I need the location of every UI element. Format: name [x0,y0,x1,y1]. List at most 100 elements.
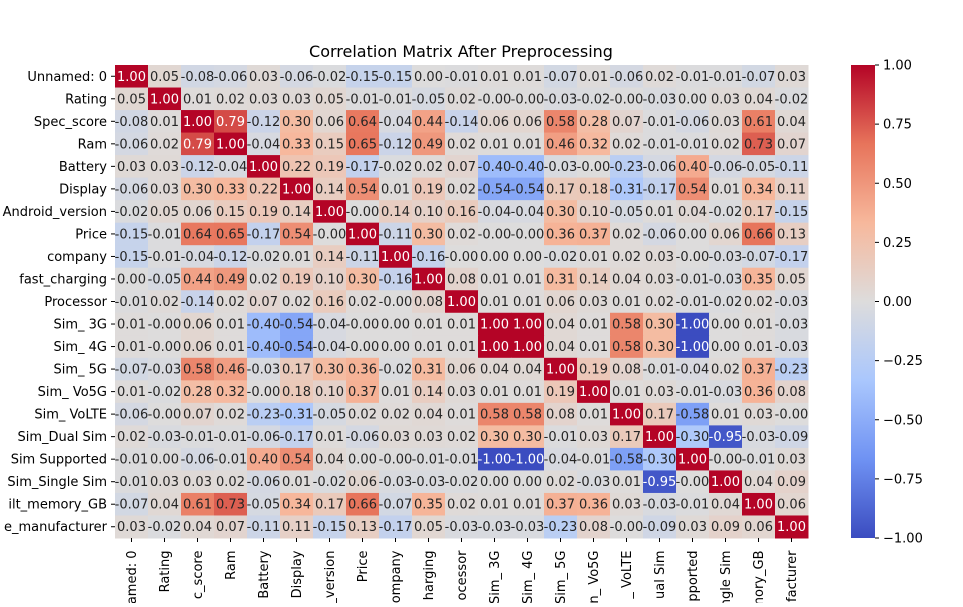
cell-value-label: 0.02 [348,408,377,423]
cell-value-label: 1.00 [414,272,443,287]
heatmap-cell [643,177,677,201]
heatmap-cell [643,492,677,516]
cell-value-label: 0.19 [249,205,278,220]
heatmap-cell [115,402,149,426]
heatmap-cell [379,312,413,336]
cell-value-label: 0.09 [711,520,740,535]
heatmap-cell [676,267,710,291]
cell-value-label: 0.58 [612,318,641,333]
cell-value-label: 0.06 [183,340,212,355]
heatmap-cell [643,110,677,134]
heatmap-cell [709,155,743,179]
cell-value-label: 0.01 [381,182,410,197]
heatmap-cell [676,515,710,539]
cell-value-label: -0.23 [247,408,281,423]
cell-value-label: -0.16 [412,250,446,265]
heatmap-cell [544,290,578,314]
heatmap-cell [478,492,512,516]
cell-value-label: 0.58 [612,340,641,355]
cell-value-label: 0.04 [513,363,542,378]
cell-value-label: 0.79 [216,115,245,130]
cell-value-label: 0.01 [513,295,542,310]
cell-value-label: 0.00 [150,453,179,468]
cell-value-label: 0.30 [414,227,443,242]
heatmap-cell [676,335,710,359]
cell-value-label: 0.18 [282,385,311,400]
heatmap-cell [346,245,380,269]
heatmap-cell [643,515,677,539]
heatmap-cell [445,447,479,471]
heatmap-cell [115,267,149,291]
heatmap-cell [280,447,314,471]
heatmap-cell [577,290,611,314]
heatmap-cell [214,380,248,404]
cell-value-label: -0.17 [346,160,380,175]
heatmap-cell [676,110,710,134]
heatmap-cell [313,155,347,179]
heatmap-cell [247,245,281,269]
cell-value-label: 0.07 [777,137,806,152]
heatmap-cell [511,132,545,156]
x-tick-label: n_ Vo5G [587,551,602,604]
cell-value-label: -0.00 [511,227,545,242]
heatmap-cell [379,245,413,269]
heatmap-cell [610,470,644,494]
cell-value-label: 0.01 [645,205,674,220]
heatmap-cell [610,515,644,539]
cell-value-label: -0.01 [214,430,248,445]
cell-value-label: 1.00 [711,475,740,490]
cell-value-label: -0.02 [115,205,149,220]
cell-value-label: 0.01 [381,385,410,400]
cell-value-label: 0.19 [546,385,575,400]
heatmap-cell [676,245,710,269]
cell-value-label: 0.00 [348,453,377,468]
heatmap-cell [379,380,413,404]
x-tick-label: facturer [785,550,800,602]
cell-value-label: -0.14 [445,115,479,130]
cell-value-label: 0.01 [480,498,509,513]
heatmap-cell [313,267,347,291]
heatmap-cell [412,290,446,314]
chart-title: Correlation Matrix After Preprocessing [309,42,613,61]
cell-value-label: -0.03 [412,475,446,490]
heatmap-cell [478,132,512,156]
heatmap-cell [148,155,182,179]
heatmap-cell [676,290,710,314]
cell-value-label: 1.00 [150,92,179,107]
heatmap-cell [115,177,149,201]
y-tick-label: company [47,250,107,265]
cell-value-label: 0.03 [117,520,146,535]
cell-value-label: -0.04 [313,318,347,333]
cell-value-label: -0.00 [148,408,182,423]
heatmap-cell [412,335,446,359]
cell-value-label: -0.03 [709,272,743,287]
cell-value-label: 1.00 [480,340,509,355]
cell-value-label: 0.00 [414,70,443,85]
cell-value-label: 0.06 [183,205,212,220]
cell-value-label: -0.03 [775,318,809,333]
heatmap-cell [214,357,248,381]
heatmap-cell [643,65,677,89]
heatmap-cell [544,380,578,404]
heatmap-cell [214,425,248,449]
cell-value-label: -0.01 [676,295,710,310]
heatmap-cell [313,312,347,336]
heatmap-cell [115,515,149,539]
cell-value-label: 0.61 [183,498,212,513]
heatmap-cell [445,290,479,314]
cell-value-label: -0.00 [247,385,281,400]
cell-value-label: -0.02 [148,385,182,400]
heatmap-cell [676,425,710,449]
heatmap-cell [709,177,743,201]
y-tick-label: Sim_Dual Sim [17,430,107,445]
heatmap-cell [742,402,776,426]
heatmap-cell [544,155,578,179]
heatmap-cell [445,312,479,336]
cell-value-label: 0.14 [381,205,410,220]
heatmap-cell [148,425,182,449]
heatmap-cell [247,267,281,291]
heatmap-cell [115,245,149,269]
heatmap-cell [577,402,611,426]
cell-value-label: 0.17 [546,182,575,197]
